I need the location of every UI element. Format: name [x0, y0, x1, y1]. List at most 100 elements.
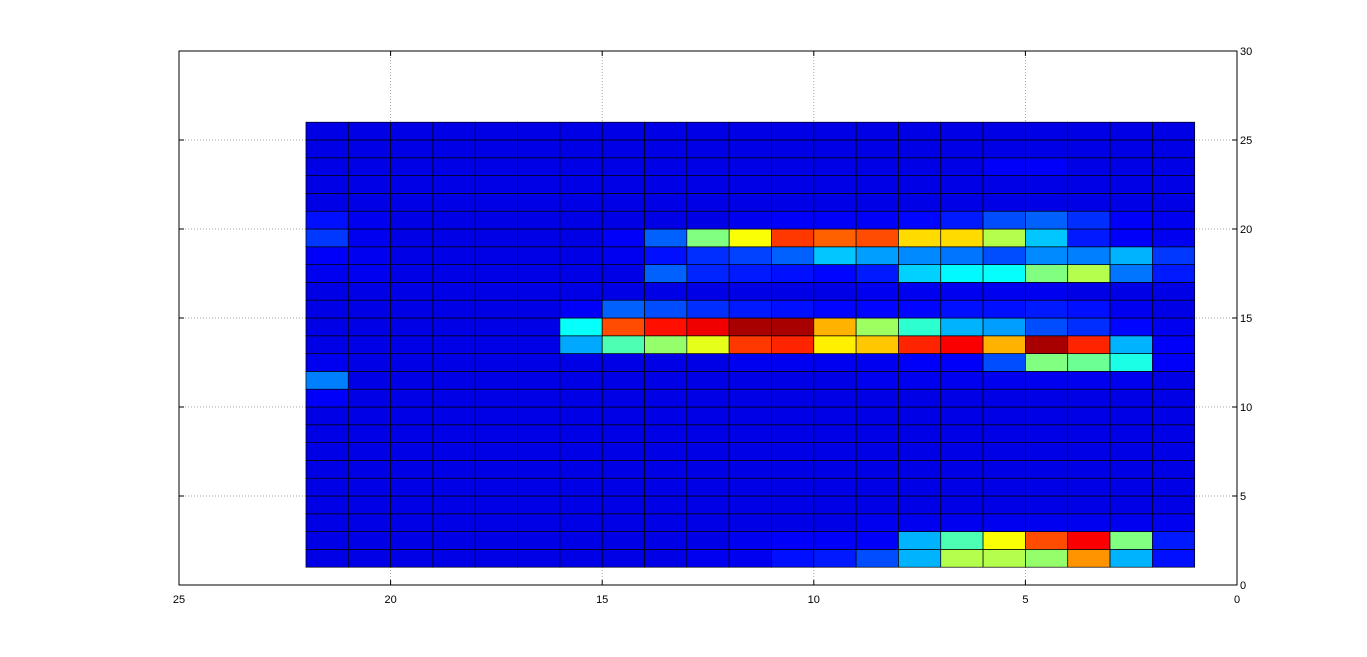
heatmap-cell — [390, 282, 434, 301]
heatmap-cell — [1109, 549, 1153, 568]
heatmap-cell — [686, 175, 730, 194]
heatmap-cell — [305, 531, 349, 550]
heatmap-cell — [432, 193, 476, 212]
heatmap-cell — [1109, 139, 1153, 159]
heatmap-cell — [728, 495, 772, 515]
heatmap-cell — [432, 210, 476, 230]
heatmap-cell — [686, 531, 730, 550]
heatmap-cell — [432, 121, 476, 141]
heatmap-cell — [855, 175, 899, 194]
heatmap-cell — [728, 121, 772, 141]
heatmap-cell — [813, 388, 857, 408]
heatmap-cell — [686, 549, 730, 568]
heatmap-cell — [813, 157, 857, 176]
heatmap-cell — [813, 317, 857, 337]
heatmap-cell — [390, 299, 434, 319]
heatmap-cell — [644, 246, 688, 265]
heatmap-cell — [1025, 406, 1069, 426]
heatmap-cell — [813, 139, 857, 159]
heatmap-cell — [559, 246, 603, 265]
heatmap-cell — [347, 406, 391, 426]
heatmap-cell — [813, 442, 857, 461]
heatmap-cell — [982, 495, 1026, 515]
heatmap-cell — [855, 424, 899, 443]
heatmap-cell — [1152, 460, 1196, 479]
heatmap-cell — [347, 495, 391, 515]
heatmap-cell — [644, 299, 688, 319]
heatmap-cell — [347, 175, 391, 194]
heatmap-cell — [390, 157, 434, 176]
heatmap-cell — [644, 424, 688, 443]
y-tick-label: 0 — [1240, 580, 1246, 592]
heatmap-cell — [1067, 424, 1111, 443]
heatmap-cell — [1067, 406, 1111, 426]
heatmap-cell — [940, 513, 984, 532]
heatmap-cell — [474, 299, 518, 319]
heatmap-cell — [771, 460, 815, 479]
heatmap-cell — [517, 246, 561, 265]
heatmap-cell — [347, 121, 391, 141]
heatmap-cell — [559, 157, 603, 176]
heatmap-cell — [771, 353, 815, 372]
heatmap-cell — [898, 353, 942, 372]
heatmap-cell — [1067, 371, 1111, 390]
heatmap-cell — [771, 388, 815, 408]
heatmap-cell — [982, 175, 1026, 194]
heatmap-cell — [898, 121, 942, 141]
heatmap-cell — [686, 282, 730, 301]
heatmap-cell — [855, 335, 899, 354]
heatmap-cell — [601, 495, 645, 515]
heatmap-cell — [898, 193, 942, 212]
heatmap-cell — [1152, 282, 1196, 301]
heatmap-cell — [813, 531, 857, 550]
heatmap-cell — [432, 388, 476, 408]
heatmap-cell — [982, 424, 1026, 443]
heatmap-cell — [771, 513, 815, 532]
heatmap-cell — [347, 388, 391, 408]
x-tick-label: 20 — [384, 594, 396, 606]
heatmap-cell — [728, 282, 772, 301]
heatmap-cell — [474, 121, 518, 141]
heatmap-cell — [1025, 513, 1069, 532]
heatmap-cell — [347, 228, 391, 248]
heatmap-cell — [940, 477, 984, 497]
heatmap-cell — [940, 442, 984, 461]
heatmap-cell — [1067, 228, 1111, 248]
heatmap-cell — [601, 424, 645, 443]
heatmap-cell — [305, 335, 349, 354]
heatmap-cell — [1025, 388, 1069, 408]
y-tick-label: 15 — [1240, 313, 1252, 325]
heatmap-cell — [771, 139, 815, 159]
heatmap-cell — [517, 264, 561, 283]
heatmap-cell — [982, 513, 1026, 532]
heatmap-cell — [390, 388, 434, 408]
heatmap-cell — [771, 264, 815, 283]
heatmap-cell — [1152, 246, 1196, 265]
heatmap-cell — [601, 549, 645, 568]
heatmap-cell — [517, 121, 561, 141]
heatmap-cell — [559, 424, 603, 443]
heatmap-cell — [305, 175, 349, 194]
heatmap-cell — [474, 353, 518, 372]
heatmap-cell — [686, 495, 730, 515]
heatmap-cell — [1152, 531, 1196, 550]
heatmap-cell — [559, 121, 603, 141]
heatmap-cell — [559, 353, 603, 372]
heatmap-cell — [517, 335, 561, 354]
heatmap-cell — [305, 388, 349, 408]
heatmap-cell — [728, 371, 772, 390]
heatmap-cell — [940, 388, 984, 408]
heatmap-cell — [432, 460, 476, 479]
heatmap-cell — [940, 317, 984, 337]
heatmap-cell — [347, 264, 391, 283]
heatmap-cell — [347, 477, 391, 497]
heatmap-cell — [1067, 477, 1111, 497]
heatmap-cell — [1152, 442, 1196, 461]
heatmap-cell — [1025, 299, 1069, 319]
heatmap-cell — [601, 139, 645, 159]
heatmap-cell — [686, 353, 730, 372]
heatmap-cell — [601, 531, 645, 550]
heatmap-cell — [813, 477, 857, 497]
heatmap-cell — [855, 513, 899, 532]
heatmap-cell — [728, 175, 772, 194]
